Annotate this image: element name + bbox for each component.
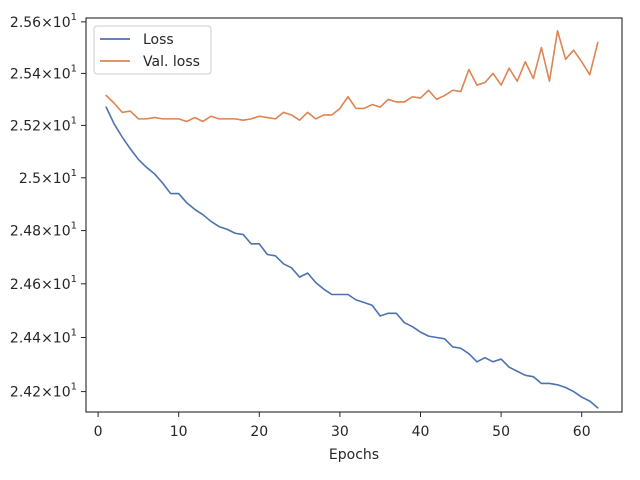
axes-frame bbox=[85, 17, 623, 413]
series-line-loss bbox=[105, 106, 599, 409]
y-tick-label: 2.42×101 bbox=[10, 382, 77, 401]
y-axis-ticks: 2.56×101 2.54×101 2.52×101 2.5×101 2.48×101 2… bbox=[10, 12, 86, 401]
x-tick-label: 60 bbox=[573, 424, 591, 440]
legend: Loss Val. loss bbox=[93, 25, 212, 75]
y-tick-label: 2.44×101 bbox=[10, 327, 77, 346]
plot-frame bbox=[85, 17, 623, 413]
legend-label-val-loss: Val. loss bbox=[143, 54, 200, 70]
y-tick-label: 2.5×101 bbox=[19, 168, 77, 187]
legend-label-loss: Loss bbox=[143, 32, 174, 48]
y-tick-label: 2.46×101 bbox=[10, 274, 77, 293]
series-line-val-loss bbox=[105, 30, 599, 123]
y-tick-label: 2.54×101 bbox=[10, 63, 77, 82]
y-tick-label: 2.52×101 bbox=[10, 115, 77, 134]
x-tick-label: 10 bbox=[170, 424, 188, 440]
series-layer bbox=[105, 30, 599, 409]
x-axis-ticks: 0 10 20 30 40 50 60 bbox=[94, 412, 591, 440]
legend-box bbox=[93, 25, 212, 75]
x-axis-label: Epochs bbox=[329, 447, 379, 463]
y-tick-label: 2.48×101 bbox=[10, 221, 77, 240]
y-tick-label: 2.56×101 bbox=[10, 12, 77, 31]
x-tick-label: 30 bbox=[331, 424, 349, 440]
plot-area bbox=[86, 18, 622, 412]
x-tick-label: 40 bbox=[412, 424, 430, 440]
x-tick-label: 50 bbox=[492, 424, 510, 440]
x-tick-label: 0 bbox=[94, 424, 103, 440]
x-tick-label: 20 bbox=[250, 424, 268, 440]
